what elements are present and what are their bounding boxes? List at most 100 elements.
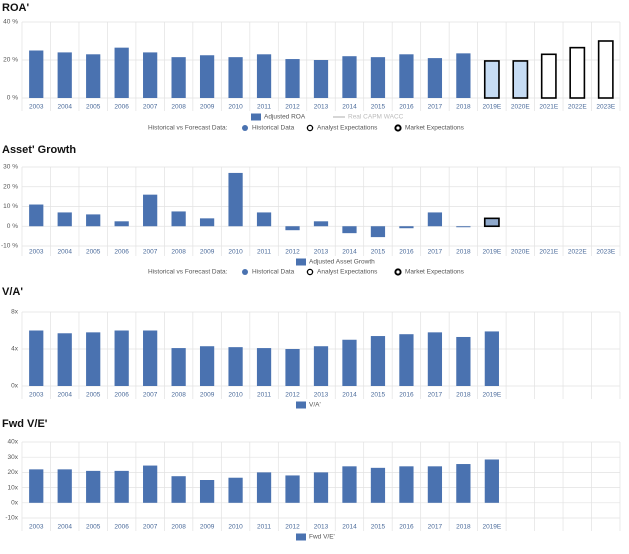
x-tick-label: 2003: [29, 104, 44, 111]
bar: [342, 339, 357, 386]
bar: [256, 212, 272, 227]
x-tick-label: 2021E: [539, 249, 558, 256]
bar: [483, 60, 500, 99]
y-tick-label: 10x: [8, 484, 19, 491]
x-tick-label: 2014: [342, 104, 357, 111]
forecast-legend-title: Historical vs Forecast Data:: [148, 125, 228, 132]
bar: [399, 54, 414, 98]
x-tick-label: 2020E: [511, 249, 530, 256]
x-tick-label: 2008: [171, 104, 186, 111]
bar: [370, 336, 386, 386]
x-tick-label: 2013: [314, 524, 329, 531]
legend-label: Historical Data: [252, 125, 295, 132]
x-tick-label: 2003: [29, 249, 44, 256]
x-tick-label: 2009: [200, 249, 215, 256]
bar: [399, 334, 414, 386]
x-tick-label: 2005: [86, 104, 101, 111]
x-tick-label: 2016: [399, 249, 414, 256]
bar: [57, 52, 72, 98]
bar: [228, 172, 243, 227]
legend-label: Adjusted Asset Growth: [309, 259, 375, 266]
x-tick-label: 2017: [428, 524, 443, 531]
y-tick-label: 0 %: [7, 95, 18, 102]
legend-icon: [394, 124, 402, 132]
x-tick-label: 2019E: [482, 524, 501, 531]
x-tick-label: 2017: [428, 104, 443, 111]
y-tick-label: 30x: [8, 454, 19, 461]
bar: [256, 472, 272, 503]
bar: [114, 47, 129, 98]
bar: [228, 477, 243, 503]
bar: [171, 211, 186, 227]
bar: [199, 218, 215, 227]
legend-label: V/A': [309, 402, 321, 409]
bar: [285, 59, 300, 98]
x-tick-label: 2016: [399, 392, 414, 399]
x-tick-label: 2006: [114, 524, 129, 531]
bar: [342, 466, 357, 503]
x-tick-label: 2022E: [568, 104, 587, 111]
bar: [597, 40, 614, 99]
legend-label: Adjusted ROA: [264, 114, 306, 121]
x-tick-label: 2018: [456, 392, 471, 399]
y-tick-label: -10x: [5, 515, 18, 522]
x-tick-label: 2006: [114, 104, 129, 111]
x-tick-label: 2013: [314, 104, 329, 111]
x-tick-label: 2012: [285, 524, 300, 531]
bar: [285, 226, 300, 231]
x-tick-label: 2016: [399, 524, 414, 531]
bar: [540, 53, 557, 99]
x-tick-label: 2011: [257, 249, 271, 256]
legend-swatch: [251, 113, 261, 121]
bar: [57, 469, 72, 503]
bar: [29, 469, 44, 503]
bar: [171, 57, 186, 98]
bar: [86, 54, 101, 98]
x-tick-label: 2003: [29, 392, 44, 399]
y-tick-label: 40x: [8, 439, 19, 446]
legend-swatch: [296, 533, 306, 541]
x-tick-label: 2010: [228, 392, 243, 399]
y-tick-label: 30 %: [3, 164, 18, 171]
y-tick-label: 40 %: [3, 19, 18, 26]
x-tick-label: 2004: [57, 249, 72, 256]
legend-swatch: [296, 401, 306, 409]
legend-label: Market Expectations: [405, 125, 465, 132]
bar: [512, 60, 529, 99]
x-tick-label: 2010: [228, 249, 243, 256]
bar: [29, 50, 44, 98]
y-tick-label: 0x: [11, 500, 19, 507]
x-tick-label: 2022E: [568, 249, 587, 256]
bar: [114, 470, 129, 503]
legend-label: Real CAPM WACC: [348, 114, 404, 121]
legend-swatch: [296, 258, 306, 266]
x-tick-label: 2008: [171, 249, 186, 256]
x-tick-label: 2008: [171, 392, 186, 399]
bar: [313, 221, 329, 227]
x-tick-label: 2014: [342, 249, 357, 256]
bar: [199, 55, 215, 98]
bar: [57, 333, 72, 386]
y-tick-label: 8x: [11, 309, 19, 316]
x-tick-label: 2021E: [539, 104, 558, 111]
bar: [143, 465, 158, 503]
bar: [86, 214, 101, 227]
bar: [171, 348, 186, 386]
chart-title: V/A': [2, 286, 23, 298]
bar: [285, 475, 300, 503]
bar: [29, 204, 44, 227]
x-tick-label: 2004: [57, 104, 72, 111]
bar: [427, 332, 443, 386]
chart-title: Fwd V/E': [2, 418, 48, 430]
chart-title: ROA': [2, 2, 29, 14]
x-tick-label: 2008: [171, 524, 186, 531]
legend-label: Market Expectations: [405, 269, 465, 276]
x-tick-label: 2007: [143, 392, 158, 399]
bar: [86, 332, 101, 386]
bar: [86, 470, 101, 503]
forecast-legend-title: Historical vs Forecast Data:: [148, 269, 228, 276]
bar: [342, 56, 357, 98]
y-tick-label: 0x: [11, 383, 19, 390]
x-tick-label: 2018: [456, 104, 471, 111]
